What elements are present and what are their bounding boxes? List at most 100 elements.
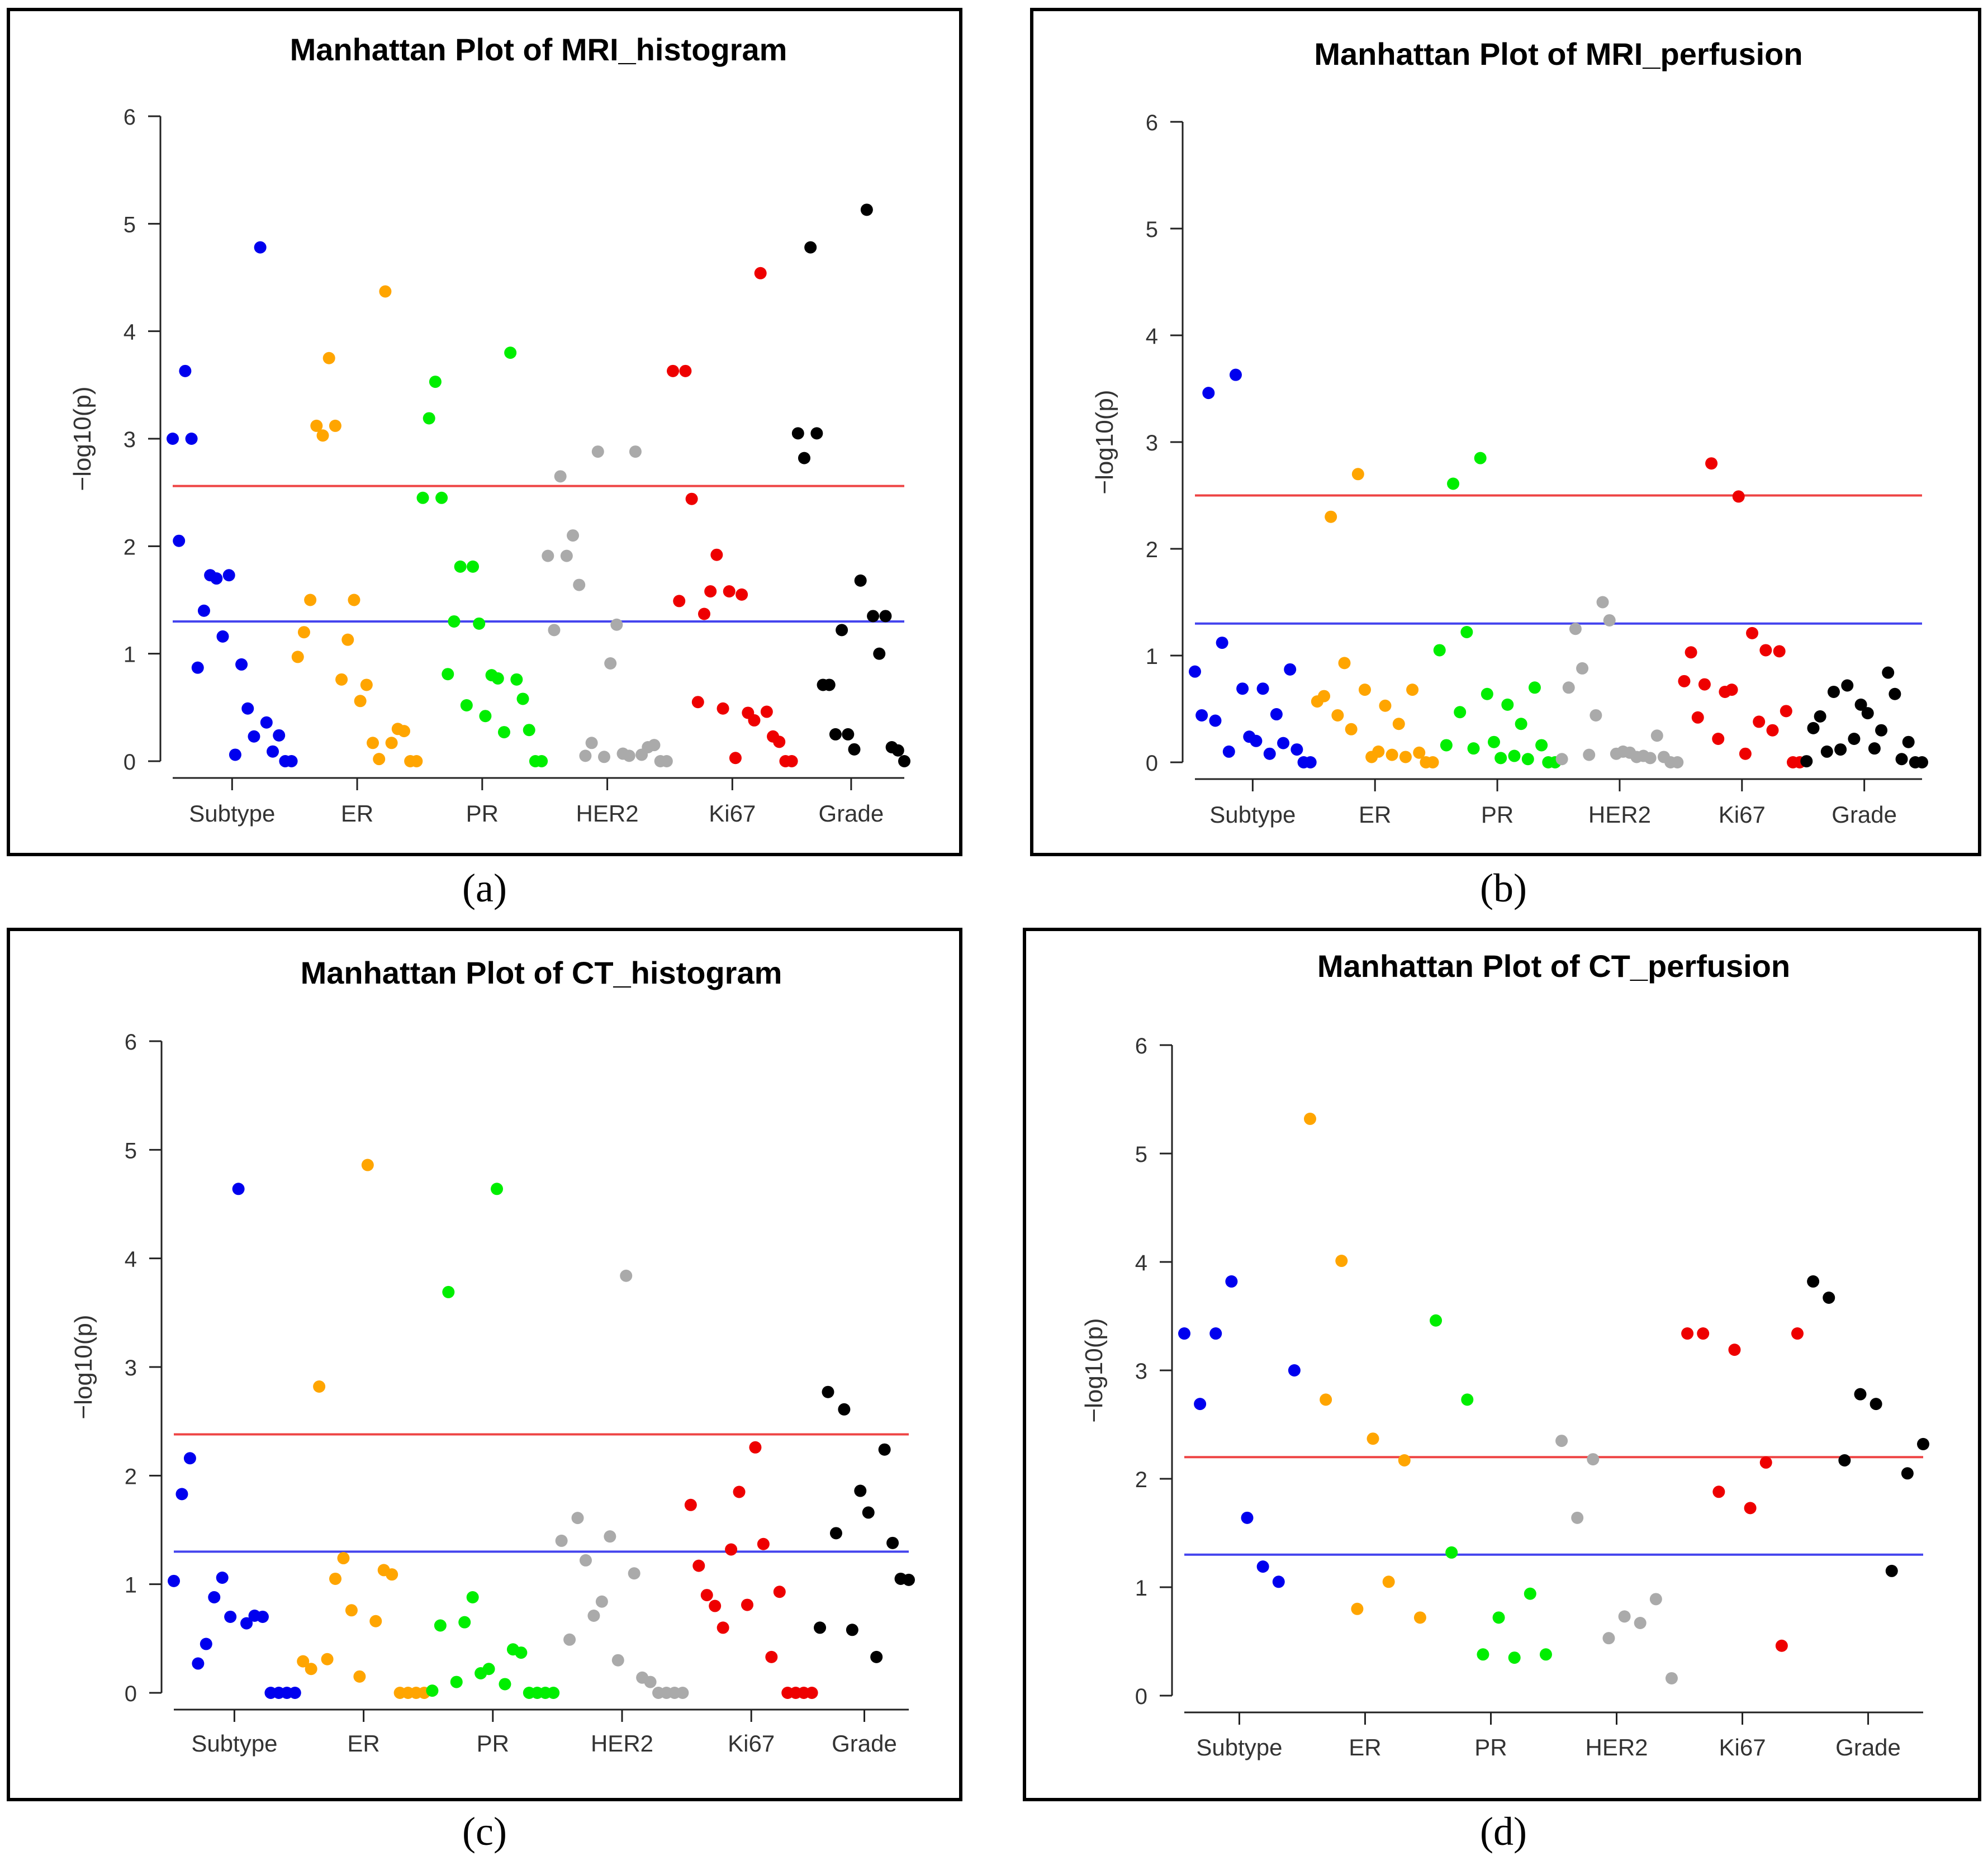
data-point-grade (814, 1621, 827, 1634)
y-tick-label: 4 (125, 1247, 137, 1272)
data-point-her2 (587, 1610, 600, 1622)
data-point-her2 (1562, 681, 1575, 694)
data-point-subtype (1216, 637, 1228, 649)
data-point-ki67 (725, 1543, 738, 1556)
data-point-ki67 (700, 1589, 713, 1602)
data-point-grade (1823, 1292, 1835, 1304)
data-point-er (1382, 1575, 1395, 1588)
data-point-pr (1508, 1651, 1521, 1664)
data-point-her2 (554, 470, 567, 483)
data-point-her2 (610, 618, 623, 631)
data-point-er (348, 594, 360, 606)
data-point-er (1320, 1393, 1332, 1406)
caption-d: (d) (1480, 1809, 1527, 1854)
data-point-pr (1430, 1314, 1443, 1327)
data-point-er (1345, 723, 1358, 735)
data-point-subtype (183, 1452, 196, 1465)
data-point-her2 (585, 737, 598, 749)
data-point-ki67 (1678, 675, 1691, 687)
data-point-subtype (267, 745, 279, 758)
data-point-her2 (1596, 596, 1609, 609)
data-point-ki67 (1759, 644, 1772, 657)
data-point-ki67 (749, 1441, 762, 1454)
data-point-er (369, 1615, 382, 1627)
data-point-her2 (1665, 1672, 1678, 1684)
data-point-er (1372, 745, 1385, 758)
data-point-ki67 (741, 1598, 753, 1611)
data-point-pr (454, 560, 467, 573)
data-point-her2 (1644, 752, 1657, 765)
y-tick-label: 3 (1146, 431, 1158, 455)
data-point-grade (1868, 742, 1881, 755)
data-point-er (304, 594, 317, 606)
data-point-pr (491, 672, 504, 685)
data-point-er (1304, 1112, 1317, 1125)
data-point-ki67 (1685, 646, 1697, 659)
data-point-er (1318, 690, 1331, 703)
chart-svg: Manhattan Plot of CT_perfusion 0 1 2 3 4 5 6 −lo… (1080, 948, 1929, 1760)
data-point-subtype (1189, 665, 1201, 678)
data-point-her2 (1602, 1632, 1615, 1645)
data-point-subtype (1241, 1511, 1254, 1524)
data-point-subtype (273, 729, 286, 742)
data-point-pr (1492, 1611, 1505, 1624)
data-point-pr (497, 726, 510, 739)
data-point-er (361, 1159, 374, 1171)
data-point-pr (523, 724, 535, 737)
x-tick-label: HER2 (1585, 1734, 1648, 1760)
data-point-subtype (254, 241, 267, 254)
y-tick-label: 3 (124, 428, 136, 452)
data-point-her2 (648, 739, 661, 752)
data-point-grade (810, 427, 823, 440)
data-point-ki67 (773, 735, 786, 748)
data-point-her2 (1569, 623, 1582, 635)
data-point-pr (1515, 718, 1527, 730)
chart-title: Manhattan Plot of CT_histogram (301, 955, 782, 990)
y-tick-label: 4 (1146, 324, 1158, 349)
data-point-grade (846, 1624, 858, 1636)
data-point-pr (491, 1183, 504, 1195)
data-point-her2 (1650, 729, 1663, 742)
data-point-her2 (620, 1269, 633, 1282)
y-axis-label: −log10(p) (69, 386, 96, 491)
data-point-grade (860, 203, 873, 216)
chart-svg: Manhattan Plot of MRI_perfusion 0 1 2 3 4 5 6 −l… (1091, 36, 1928, 828)
data-point-ki67 (1791, 1327, 1804, 1340)
data-point-subtype (1263, 747, 1276, 760)
x-tick-label: Subtype (1209, 801, 1296, 828)
data-point-her2 (676, 1687, 689, 1699)
data-point-pr (1454, 706, 1467, 719)
data-point-er (1426, 756, 1439, 768)
data-point-ki67 (1691, 711, 1704, 724)
data-point-ki67 (1753, 715, 1766, 728)
y-tick-label: 2 (124, 535, 136, 559)
x-tick-label: Subtype (191, 1730, 277, 1757)
data-point-pr (466, 1591, 479, 1603)
data-point-er (316, 429, 329, 442)
data-point-her2 (1555, 753, 1568, 766)
data-point-subtype (1222, 745, 1235, 758)
data-point-er (367, 737, 379, 749)
data-point-her2 (1634, 1617, 1647, 1630)
data-point-subtype (175, 1488, 188, 1501)
data-point-er (385, 737, 398, 749)
data-point-subtype (256, 1610, 269, 1623)
data-point-grade (1916, 756, 1928, 768)
data-point-ki67 (667, 364, 680, 377)
data-point-ki67 (773, 1586, 786, 1598)
data-point-her2 (644, 1676, 657, 1688)
data-point-her2 (1671, 756, 1684, 768)
manhattan-plot-mri-perfusion: Manhattan Plot of MRI_perfusion 0 1 2 3 4 5 6 −l… (1030, 8, 1981, 856)
data-point-subtype (1209, 1327, 1222, 1340)
data-point-ki67 (805, 1687, 818, 1699)
data-point-subtype (222, 569, 235, 582)
data-point-er (291, 651, 304, 663)
data-point-pr (429, 376, 442, 388)
data-point-her2 (629, 445, 642, 458)
data-point-grade (1848, 732, 1861, 745)
data-point-grade (1885, 1564, 1898, 1577)
data-point-grade (836, 624, 848, 637)
data-point-grade (1882, 666, 1895, 679)
data-point-pr (442, 668, 454, 681)
data-point-er (1358, 684, 1371, 696)
